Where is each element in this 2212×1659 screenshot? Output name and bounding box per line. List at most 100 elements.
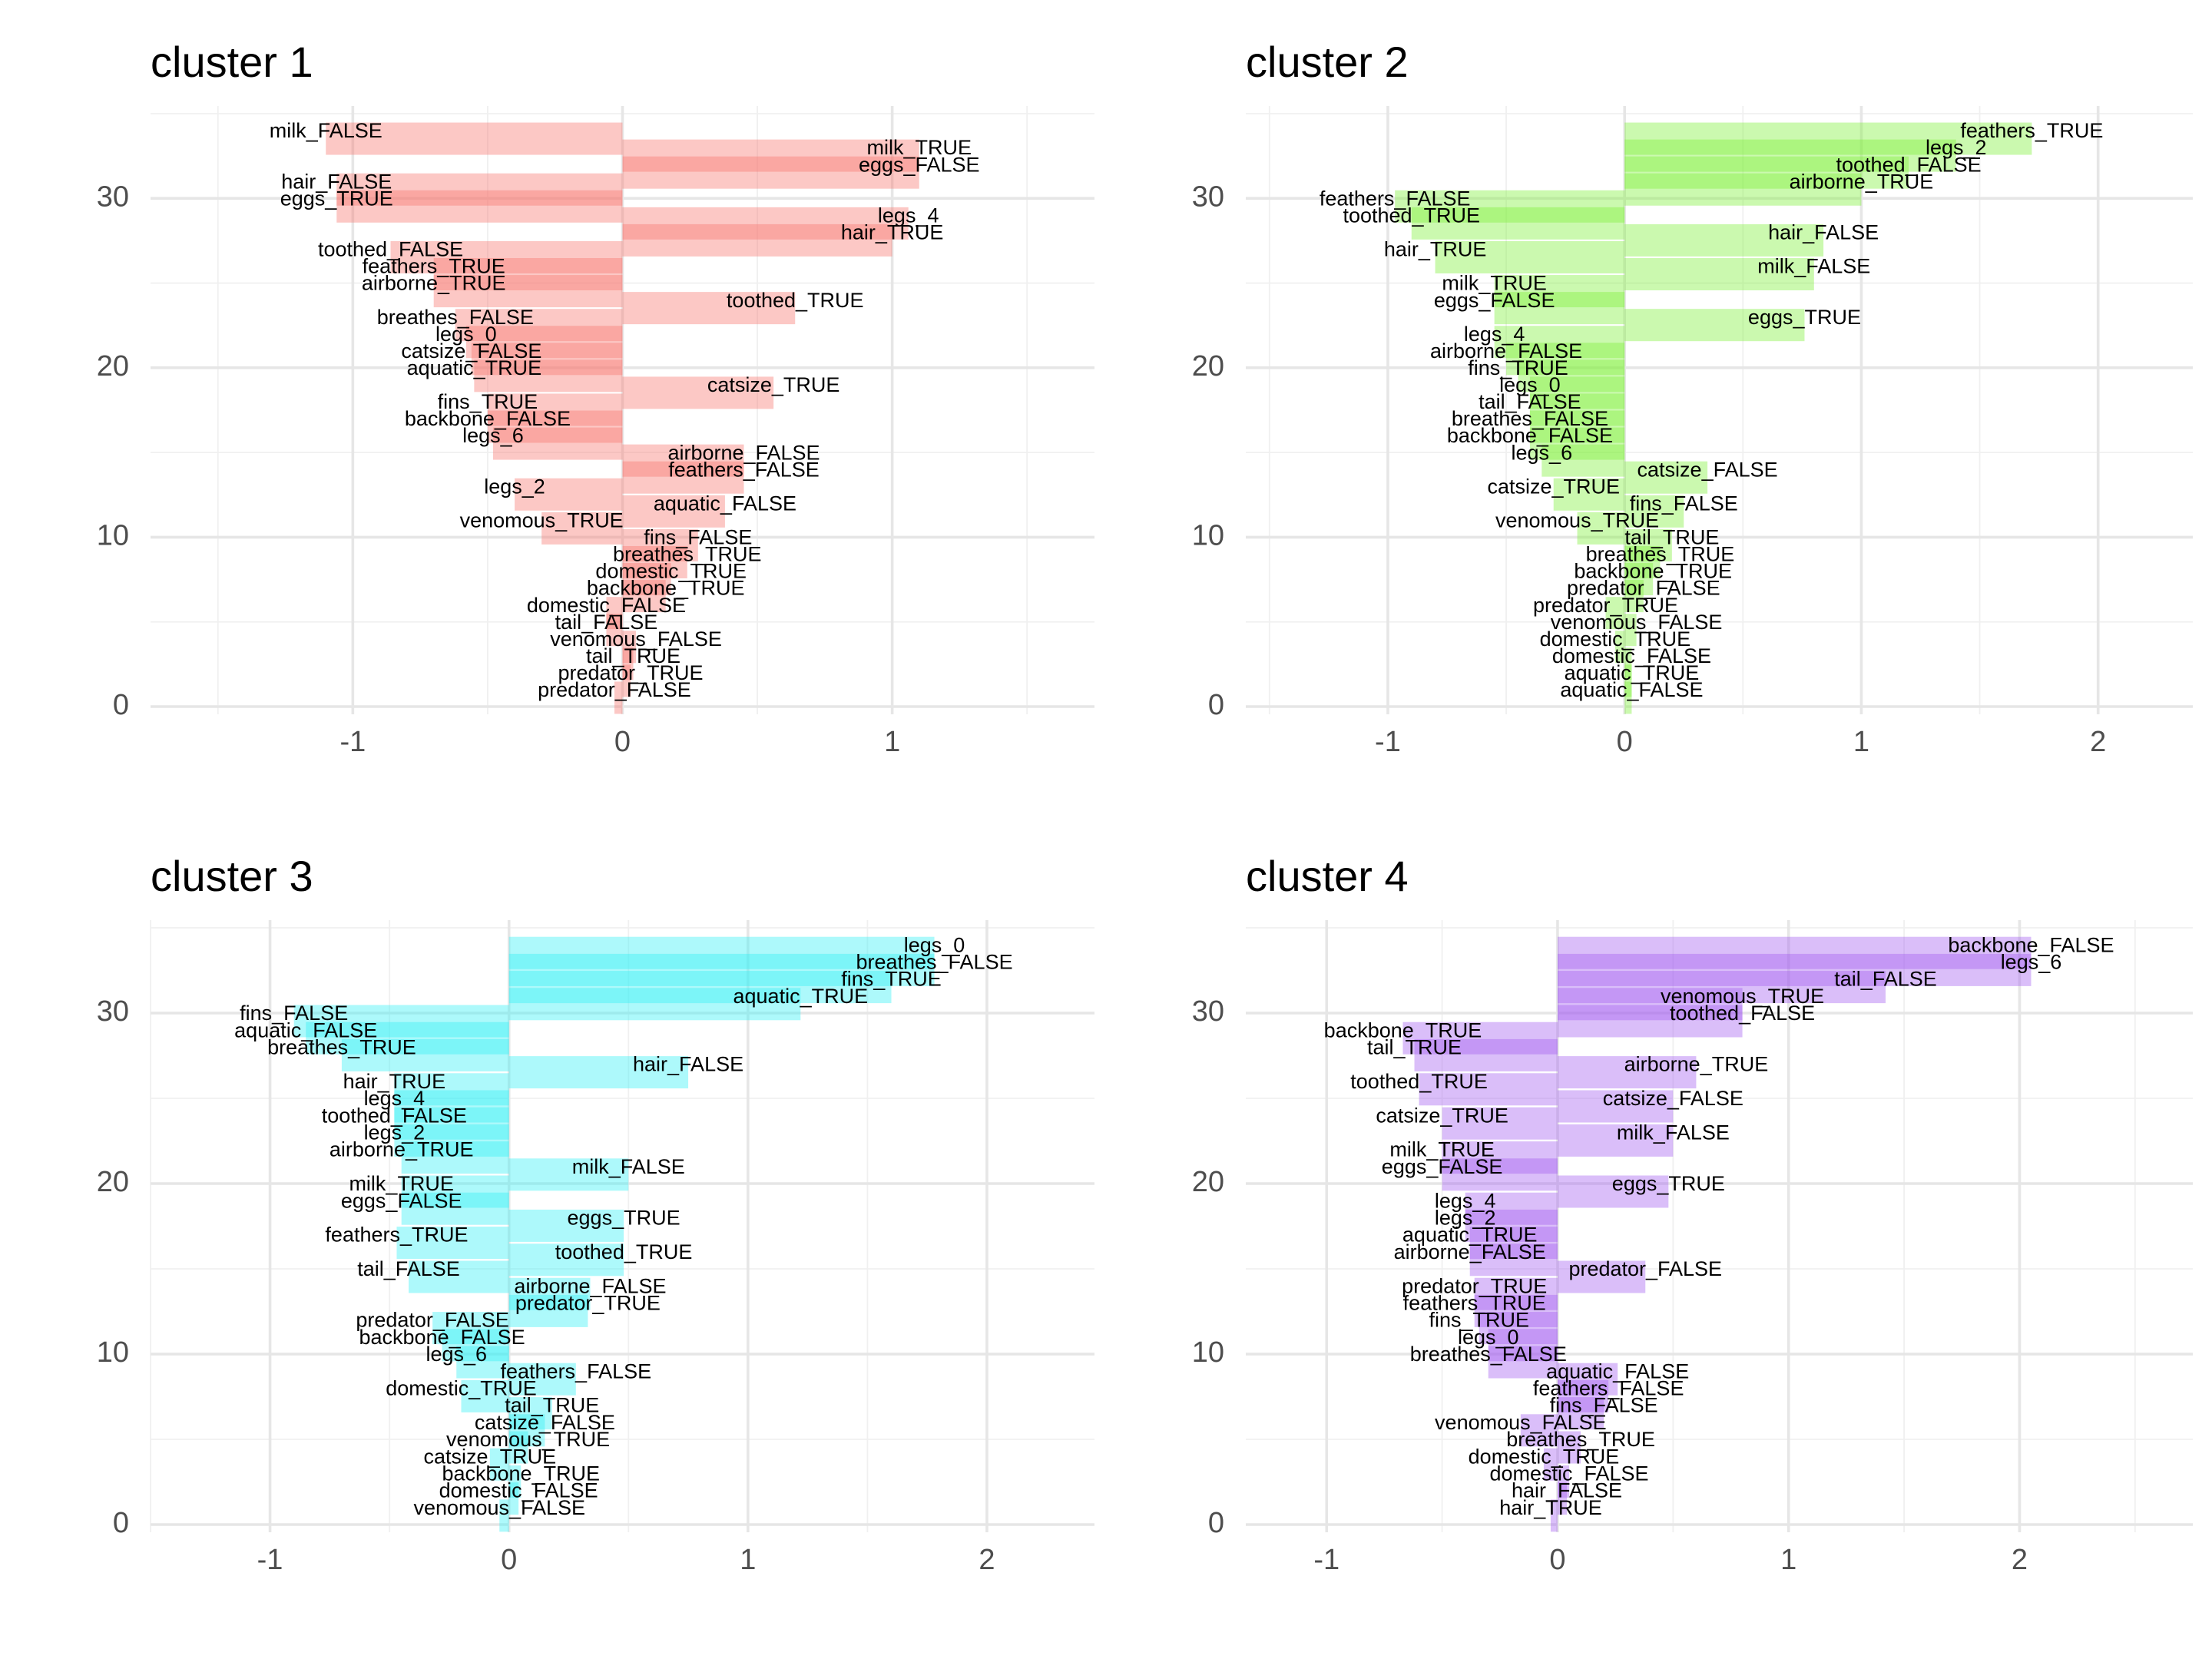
bar-legs_0 [465,326,623,359]
panel-title: cluster 4 [1246,852,1409,900]
bar-label-milk_FALSE: milk_FALSE [572,1155,685,1178]
bar-predator_TRUE [622,664,631,697]
bar-label-legs_0: legs_0 [435,323,497,346]
bar-milk_FALSE [326,122,623,155]
bar-legs_6 [456,1346,509,1379]
bar-legs_6 [492,427,623,460]
bar-hair_TRUE [1435,240,1625,273]
bar-label-legs_2: legs_2 [484,475,545,498]
bar-legs_4 [1494,326,1625,359]
bar-label-milk_TRUE: milk_TRUE [866,136,972,159]
bar-label-legs_6: legs_6 [2001,951,2062,974]
bar-breathes_TRUE [622,545,687,578]
bar-backbone_TRUE [1624,563,1654,596]
bar-label-predator_FALSE: predator_FALSE [1568,1257,1722,1280]
bar-label-tail_TRUE: tail_TRUE [505,1394,599,1417]
bar-label-tail_FALSE: tail_FALSE [357,1257,460,1280]
bar-label-toothed_FALSE: toothed_FALSE [1670,1002,1815,1025]
y-tick-label: 20 [97,1166,129,1198]
bar-label-aquatic_FALSE: aquatic_FALSE [1560,678,1703,701]
x-tick-label: 0 [1617,726,1633,758]
y-tick-label: 0 [1208,689,1224,721]
bar-legs_2 [515,478,623,511]
minor-gridlines [1246,920,2193,1532]
bar-catsize_TRUE [1442,1107,1558,1140]
bar-milk_TRUE [401,1175,509,1208]
bar-label-catsize_TRUE: catsize_TRUE [707,373,840,396]
bar-label-legs_0: legs_0 [1458,1326,1519,1349]
bars [1395,122,2032,714]
bar-label-catsize_FALSE: catsize_FALSE [401,339,541,363]
bar-label-legs_6: legs_6 [426,1343,487,1366]
bar-legs_4 [622,207,909,240]
bar-predator_FALSE [1557,1260,1646,1293]
bar-aquatic_TRUE [1469,1227,1558,1260]
bar-label-predator_TRUE: predator_TRUE [558,661,703,684]
bar-domestic_TRUE [461,1379,509,1412]
bar-label-feathers_FALSE: feathers_FALSE [668,458,820,481]
bar-hair_TRUE [1550,1499,1558,1532]
x-tick-label: 2 [2012,1544,2028,1576]
bar-label-fins_TRUE: fins_TRUE [1468,356,1568,379]
bar-airborne_FALSE [1469,1243,1558,1277]
y-tick-label: 10 [97,1336,129,1369]
bar-eggs_TRUE [336,190,623,223]
bar-label-aquatic_TRUE: aquatic_TRUE [1565,661,1700,684]
y-tick-label: 10 [1192,519,1224,551]
bar-venomous_TRUE [508,1431,528,1464]
bar-label-eggs_FALSE: eggs_FALSE [1382,1155,1503,1178]
y-tick-label: 10 [1192,1336,1224,1369]
bar-label-backbone_TRUE: backbone_TRUE [1324,1018,1482,1041]
bar-feathers_TRUE [433,258,623,291]
bar-label-fins_FALSE: fins_FALSE [644,526,752,549]
bar-label-venomous_TRUE: venomous_TRUE [1661,985,1824,1008]
bar-label-catsize_FALSE: catsize_FALSE [1637,458,1778,481]
bar-domestic_TRUE [622,563,671,596]
y-tick-label: 30 [1192,995,1224,1028]
bar-label-backbone_FALSE: backbone_FALSE [1447,424,1613,447]
bar-label-venomous_FALSE: venomous_FALSE [1435,1411,1607,1434]
bar-toothed_FALSE [390,240,623,273]
bar-label-venomous_FALSE: venomous_FALSE [550,628,722,651]
bar-label-feathers_TRUE: feathers_TRUE [1403,1292,1546,1315]
x-tick-label: -1 [1313,1544,1339,1576]
bar-label-hair_FALSE: hair_FALSE [1768,221,1879,244]
bar-label-airborne_FALSE: airborne_FALSE [667,441,820,464]
bar-tail_TRUE [622,647,634,680]
bar-aquatic_FALSE [306,1022,509,1055]
bar-label-domestic_FALSE: domestic_FALSE [439,1479,598,1502]
bar-feathers_TRUE [396,1227,509,1260]
bar-label-breathes_TRUE: breathes_TRUE [1506,1428,1655,1451]
bar-label-backbone_TRUE: backbone_TRUE [1574,560,1732,583]
bar-venomous_FALSE [1520,1414,1558,1447]
panel-title: cluster 3 [151,852,313,900]
bar-airborne_TRUE [1624,173,1862,206]
bar-tail_FALSE [409,1260,509,1293]
y-tick-label: 20 [97,350,129,382]
bar-label-airborne_TRUE: airborne_TRUE [329,1138,474,1161]
y-tick-label: 30 [97,995,129,1028]
minor-gridlines [150,920,1094,1532]
bar-breathes_TRUE [1557,1431,1581,1464]
x-tick-label: 1 [1780,1544,1796,1576]
bar-venomous_TRUE [1577,512,1625,545]
bar-label-feathers_FALSE: feathers_FALSE [501,1359,652,1382]
bar-airborne_TRUE [401,1141,509,1174]
bar-label-legs_4: legs_4 [1435,1189,1496,1212]
bar-eggs_TRUE [1557,1175,1669,1208]
bar-label-feathers_FALSE: feathers_FALSE [1533,1377,1684,1400]
bar-label-backbone_TRUE: backbone_TRUE [587,577,745,600]
bar-milk_FALSE [1624,258,1814,291]
bar-feathers_FALSE [622,461,744,494]
panel-title: cluster 1 [151,38,313,86]
bar-tail_FALSE [606,614,623,647]
bar-label-predator_TRUE: predator_TRUE [1402,1274,1547,1297]
bar-legs_2 [1624,139,1956,172]
bar-legs_4 [394,1090,509,1123]
bar-tail_TRUE [1414,1038,1558,1071]
bar-backbone_FALSE [442,1329,509,1362]
bar-label-tail_FALSE: tail_FALSE [1479,390,1581,413]
bar-airborne_FALSE [508,1277,591,1310]
bar-label-milk_FALSE: milk_FALSE [1757,255,1870,278]
